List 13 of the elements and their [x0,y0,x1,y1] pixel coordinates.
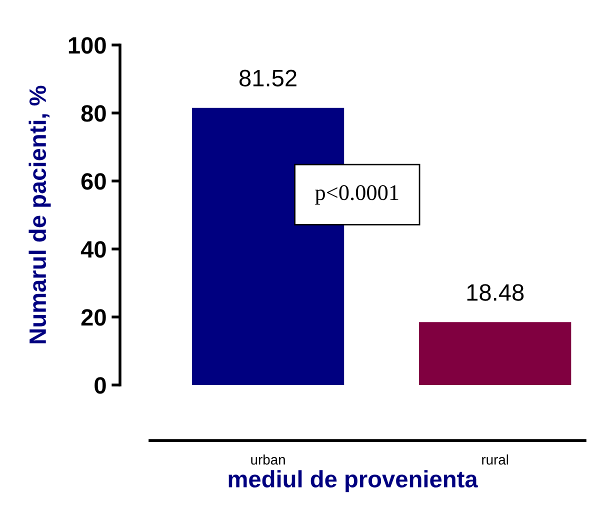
y-tick-label: 20 [81,309,106,326]
y-tick-label: 0 [94,377,106,394]
x-tick-label: urban [251,454,285,465]
y-tick-label: 40 [80,241,106,258]
y-tick-label: 60 [81,173,106,190]
y-tick-label: 80 [81,105,106,122]
y-axis-title: Numarul de pacienti, % [28,86,51,344]
y-tick-label: 100 [68,37,106,54]
data-label: 18.48 [467,284,524,301]
data-label: 81.52 [240,70,296,86]
x-axis-title: mediul de provenienta [228,470,478,492]
x-tick-label: rural [482,454,508,465]
annotation: p<0.0001 [315,185,398,205]
